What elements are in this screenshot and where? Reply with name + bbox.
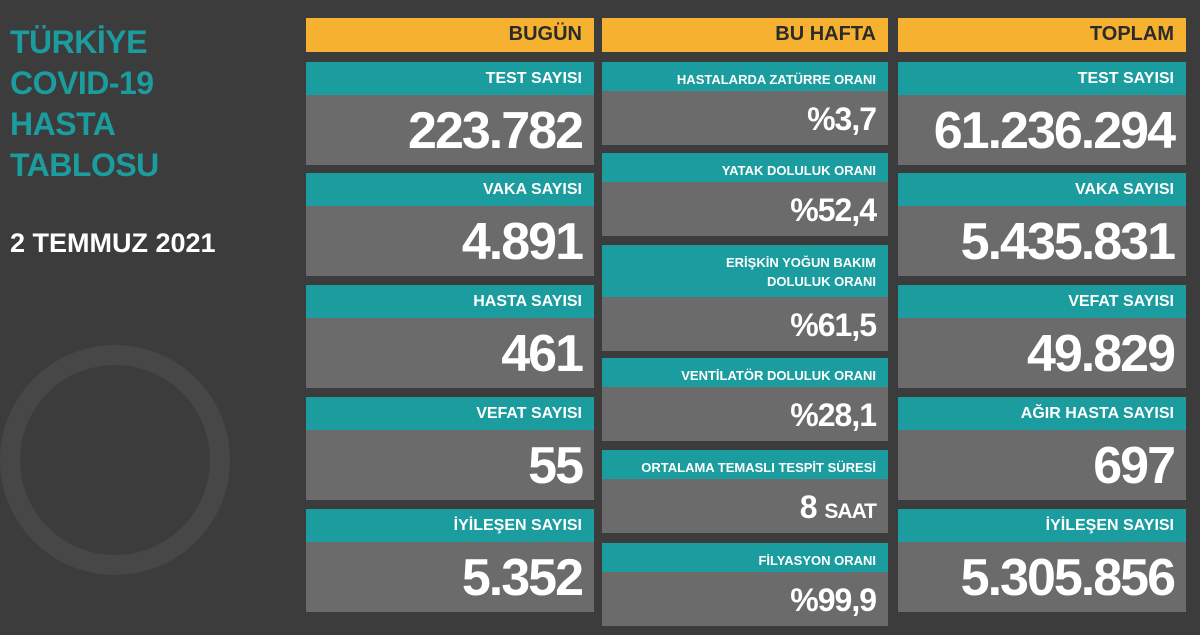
stat-value: 461 [306, 318, 594, 388]
stat-label: VEFAT SAYISI [898, 285, 1186, 318]
stat-label: YATAK DOLULUK ORANI [602, 153, 888, 182]
week-header: BU HAFTA [602, 18, 888, 52]
stat-label: ERİŞKİN YOĞUN BAKIM DOLULUK ORANI [602, 245, 888, 297]
stat-value: 697 [898, 430, 1186, 500]
stat-number: 8 [799, 489, 818, 525]
stat-number: 4.891 [461, 213, 584, 271]
ministry-emblem-watermark [0, 345, 230, 575]
title-line: TÜRKİYE [10, 24, 147, 60]
stat-value: 4.891 [306, 206, 594, 276]
total-column: TOPLAM TEST SAYISI 61.236.294 VAKA SAYISI 5… [898, 18, 1186, 618]
stat-value: %52,4 [602, 182, 888, 236]
stat-label: TEST SAYISI [306, 62, 594, 95]
stat-number: 55 [528, 437, 584, 495]
stat-value: 5.435.831 [898, 206, 1186, 276]
stat-label: HASTA SAYISI [306, 285, 594, 318]
week-column: BU HAFTA HASTALARDA ZATÜRRE ORANI %3,7 YAT… [602, 18, 888, 628]
report-date: 2 TEMMUZ 2021 [10, 228, 216, 258]
stat-number: 5.305.856 [960, 549, 1176, 607]
stat-value: 223.782 [306, 95, 594, 165]
stat-number: 223.782 [408, 102, 584, 160]
week-stat-card: VENTİLATÖR DOLULUK ORANI %28,1 [602, 358, 888, 441]
total-header: TOPLAM [898, 18, 1186, 52]
stat-label: AĞIR HASTA SAYISI [898, 397, 1186, 430]
stat-label: İYİLEŞEN SAYISI [898, 509, 1186, 542]
today-stat-card: HASTA SAYISI 461 [306, 285, 594, 388]
stat-value: 61.236.294 [898, 95, 1186, 165]
stat-label: ORTALAMA TEMASLI TESPİT SÜRESİ [602, 450, 888, 479]
stat-label: VENTİLATÖR DOLULUK ORANI [602, 358, 888, 387]
stat-label: FİLYASYON ORANI [602, 543, 888, 572]
total-stat-card: VEFAT SAYISI 49.829 [898, 285, 1186, 388]
stat-label: VAKA SAYISI [306, 173, 594, 206]
today-stat-card: İYİLEŞEN SAYISI 5.352 [306, 509, 594, 612]
stat-number: 5.352 [461, 549, 584, 607]
stat-value: %28,1 [602, 387, 888, 441]
stat-value: 49.829 [898, 318, 1186, 388]
stat-value: 5.305.856 [898, 542, 1186, 612]
stat-number: %52,4 [790, 192, 877, 228]
stat-number: %3,7 [807, 101, 877, 137]
stat-value: %99,9 [602, 572, 888, 626]
today-header: BUGÜN [306, 18, 594, 52]
total-stat-card: İYİLEŞEN SAYISI 5.305.856 [898, 509, 1186, 612]
total-stat-card: VAKA SAYISI 5.435.831 [898, 173, 1186, 276]
title-line: COVID-19 [10, 65, 154, 101]
stat-number: %99,9 [790, 582, 877, 618]
today-stat-card: TEST SAYISI 223.782 [306, 62, 594, 165]
stat-number: %28,1 [790, 397, 877, 433]
stat-number: 5.435.831 [960, 213, 1176, 271]
stat-unit: SAAT [824, 500, 877, 523]
week-stat-card: ERİŞKİN YOĞUN BAKIM DOLULUK ORANI %61,5 [602, 245, 888, 351]
stat-number: 697 [1093, 437, 1176, 495]
today-stat-card: VEFAT SAYISI 55 [306, 397, 594, 500]
title-line: TABLOSU [10, 147, 159, 183]
week-stat-card: ORTALAMA TEMASLI TESPİT SÜRESİ 8 SAAT [602, 450, 888, 533]
today-column: BUGÜN TEST SAYISI 223.782 VAKA SAYISI 4.891… [306, 18, 594, 618]
stat-label: VAKA SAYISI [898, 173, 1186, 206]
stat-label: TEST SAYISI [898, 62, 1186, 95]
stat-number: 49.829 [1026, 325, 1176, 383]
stat-label: İYİLEŞEN SAYISI [306, 509, 594, 542]
title-line: HASTA [10, 106, 116, 142]
stat-number: %61,5 [790, 307, 877, 343]
page-title: TÜRKİYE COVID-19 HASTA TABLOSU [10, 22, 290, 186]
stat-value: 8 SAAT [602, 479, 888, 533]
week-stat-card: FİLYASYON ORANI %99,9 [602, 543, 888, 626]
stat-value: %3,7 [602, 91, 888, 145]
today-stat-card: VAKA SAYISI 4.891 [306, 173, 594, 276]
week-stat-card: YATAK DOLULUK ORANI %52,4 [602, 153, 888, 236]
total-stat-card: TEST SAYISI 61.236.294 [898, 62, 1186, 165]
total-stat-card: AĞIR HASTA SAYISI 697 [898, 397, 1186, 500]
stat-label: HASTALARDA ZATÜRRE ORANI [602, 62, 888, 91]
stat-number: 461 [501, 325, 584, 383]
stat-value: 5.352 [306, 542, 594, 612]
week-stat-card: HASTALARDA ZATÜRRE ORANI %3,7 [602, 62, 888, 145]
stat-value: %61,5 [602, 297, 888, 351]
stat-number: 61.236.294 [933, 102, 1176, 160]
stat-label: VEFAT SAYISI [306, 397, 594, 430]
stat-value: 55 [306, 430, 594, 500]
